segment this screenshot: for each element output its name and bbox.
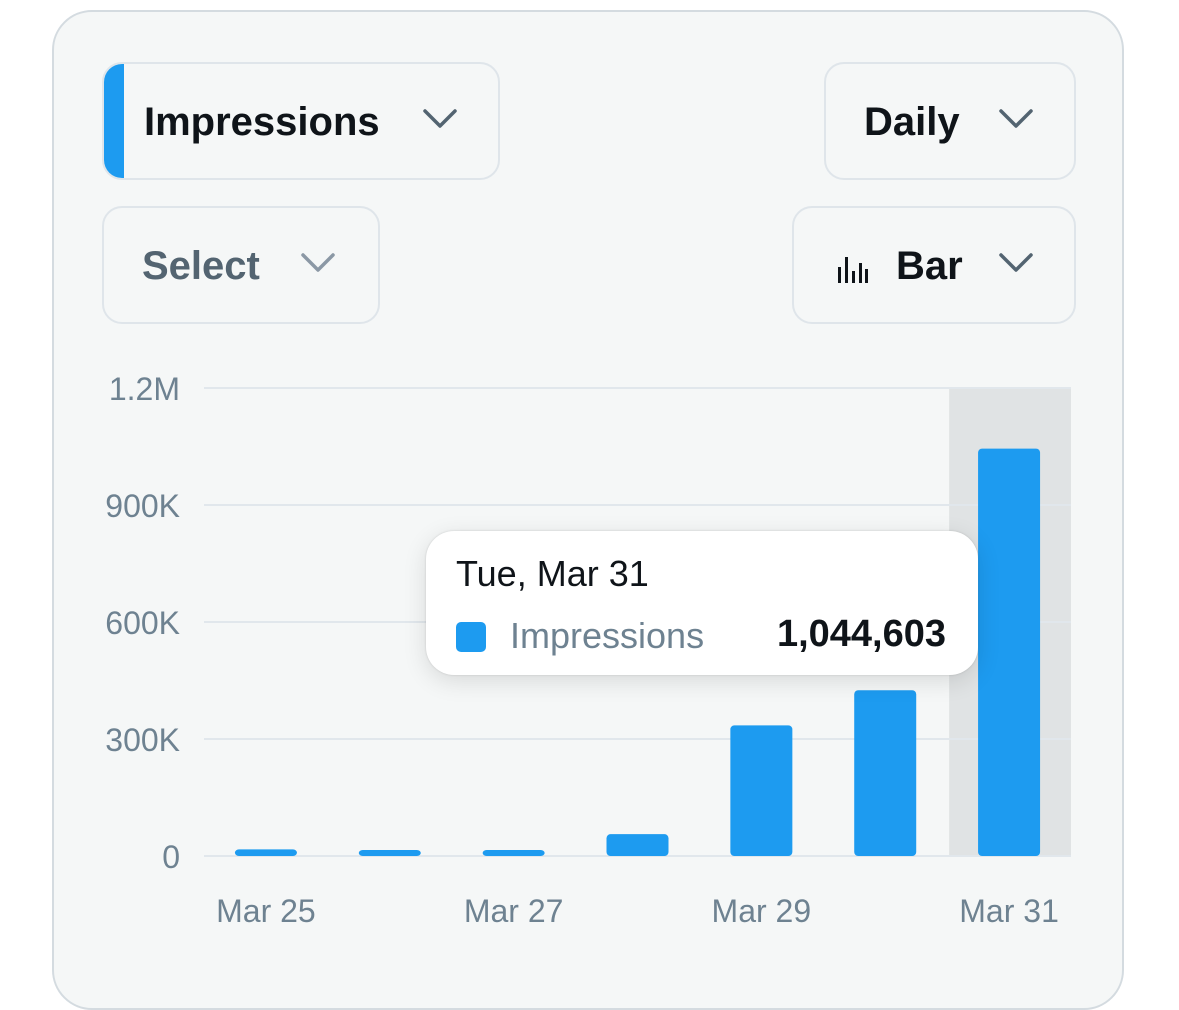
bar-mar-29[interactable] (730, 725, 793, 856)
bar-mar-30[interactable] (854, 690, 917, 856)
bar-mar-26[interactable] (358, 850, 421, 856)
bar-chart-icon (836, 250, 868, 295)
chevron-down-icon (998, 108, 1034, 130)
metric-dropdown[interactable]: Impressions (102, 62, 500, 180)
tooltip-date: Tue, Mar 31 (456, 553, 649, 594)
chart-tooltip: Tue, Mar 31 Impressions 1,044,603 (426, 531, 978, 675)
compare-select-dropdown[interactable]: Select (102, 206, 380, 324)
chart-type-label: Bar (896, 244, 963, 288)
period-dropdown[interactable]: Daily (824, 62, 1076, 180)
metric-dropdown-label: Impressions (144, 100, 380, 144)
bar-mar-25[interactable] (234, 849, 297, 856)
chevron-down-icon (422, 108, 458, 130)
tooltip-series-swatch (456, 622, 486, 652)
chevron-down-icon (300, 252, 336, 274)
tooltip-series-name: Impressions (510, 615, 705, 656)
period-dropdown-label: Daily (864, 100, 960, 144)
chevron-down-icon (998, 252, 1034, 274)
bar-mar-28[interactable] (606, 834, 669, 856)
bar-mar-31[interactable] (978, 448, 1041, 856)
chart-type-dropdown[interactable]: Bar (792, 206, 1076, 324)
compare-select-label: Select (142, 244, 260, 288)
tooltip-value: 1,044,603 (776, 613, 946, 655)
bar-mar-27[interactable] (482, 850, 545, 856)
metric-color-indicator (104, 64, 124, 178)
